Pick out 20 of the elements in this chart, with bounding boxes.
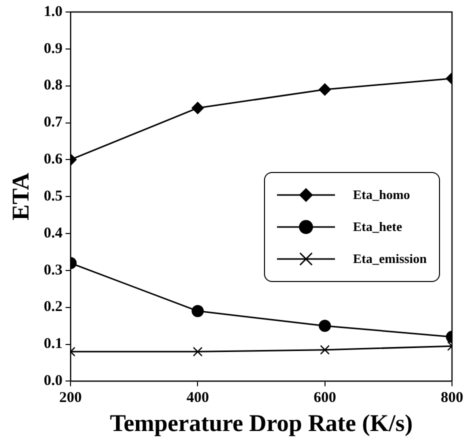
y-tick-label: 1.0: [44, 4, 63, 20]
legend-label: Eta_hete: [353, 218, 402, 235]
y-tick-label: 0.4: [44, 225, 64, 242]
y-tick-label: 0.2: [44, 299, 63, 316]
legend-label: Eta_emission: [353, 250, 427, 267]
y-tick-label: 0.7: [44, 114, 64, 131]
y-tick-label: 0.5: [44, 188, 63, 204]
y-tick-label: 0.6: [44, 152, 64, 168]
x-tick-label: 600: [314, 390, 336, 406]
y-tick-label: 0.8: [44, 78, 63, 94]
y-tick-label: 0.3: [44, 262, 63, 278]
y-axis-title: ETA: [8, 172, 35, 220]
y-tick-label: 0.1: [44, 336, 63, 352]
legend-label: Eta_homo: [353, 186, 410, 203]
y-tick-label: 0.9: [44, 40, 63, 57]
x-axis-title: Temperature Drop Rate (K/s): [110, 410, 413, 437]
x-tick-label: 200: [59, 390, 82, 406]
x-tick-label: 400: [186, 390, 209, 406]
y-tick-label: 0.0: [44, 373, 63, 390]
x-tick-label: 800: [440, 390, 464, 406]
